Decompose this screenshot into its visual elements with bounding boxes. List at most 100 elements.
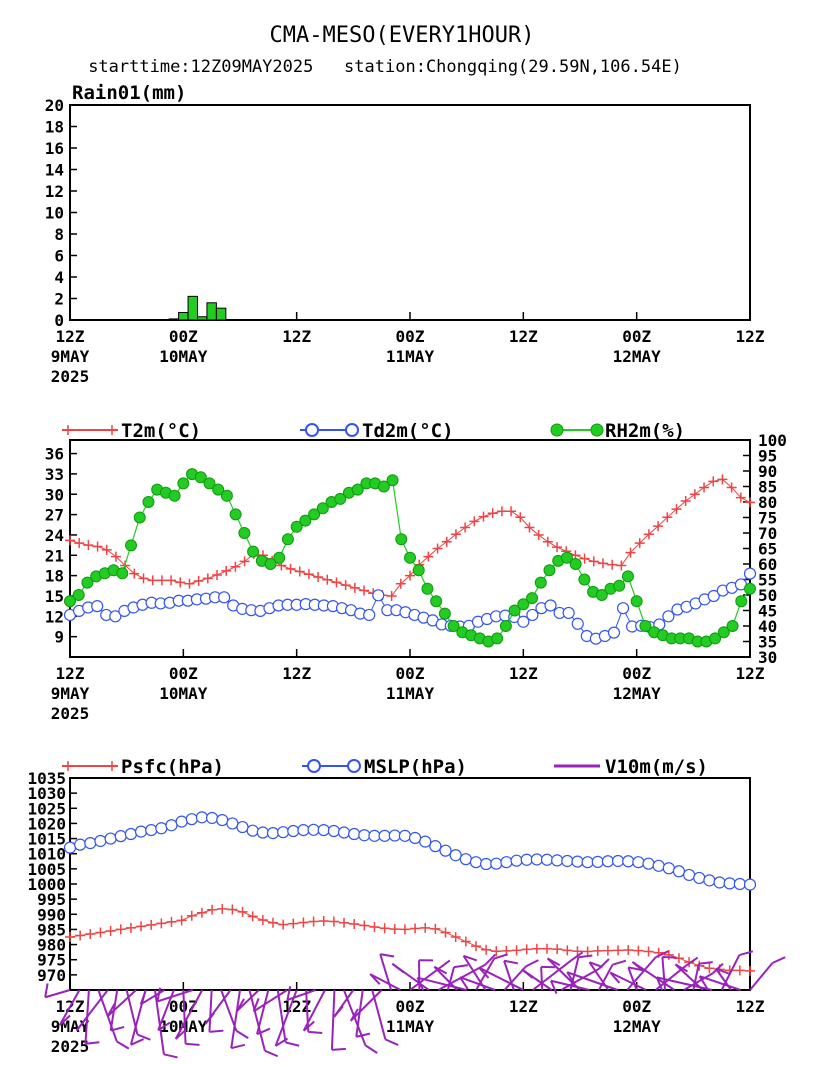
mslp-point (703, 874, 716, 887)
rain-ytick-label: 14 (45, 161, 64, 180)
t2m-point (450, 529, 461, 540)
temp-xtick-year: 2025 (51, 704, 90, 723)
temp-ytick-label: 27 (45, 506, 64, 525)
td2m-legend-label: Td2m(°C) (362, 420, 454, 442)
psfc-point (602, 945, 613, 956)
rh2m-point (595, 589, 608, 601)
rain-xtick-date: 9MAY (51, 347, 90, 366)
wind-barb-flag (674, 963, 688, 973)
psfc-point (65, 932, 75, 942)
rh-ytick-label: 75 (758, 509, 777, 528)
temp-xtick-label: 12Z (282, 664, 311, 683)
t2m-point (92, 541, 103, 552)
t2m-point (221, 565, 232, 576)
wind-barb-flag (589, 961, 603, 969)
wind-barb-staff (274, 989, 298, 1047)
wind-barb-staff (276, 989, 287, 1043)
t2m-point (184, 578, 195, 589)
wind-barb-flag (698, 961, 713, 965)
wind-barb-flag (286, 986, 292, 1001)
t2m-point (285, 563, 296, 574)
psfc-legend-marker (63, 761, 73, 771)
temp-ytick-label: 21 (45, 546, 64, 565)
mslp-point (337, 826, 351, 839)
rh2m-point (709, 632, 722, 645)
rain-ytick-label: 10 (45, 204, 64, 223)
rh2m-point (569, 558, 582, 570)
wind-barb-flag (185, 1042, 200, 1046)
wind-barb-flag (478, 967, 490, 979)
rain-xtick-label: 00Z (396, 327, 425, 346)
psfc-point (643, 946, 654, 957)
t2m-point (331, 577, 342, 588)
mslp-point (540, 853, 554, 866)
psfc-point (349, 918, 360, 929)
t2m-point (74, 538, 85, 549)
mslp-point (134, 825, 148, 838)
wind-barb-flag (612, 959, 627, 966)
mslp-point (601, 855, 615, 868)
t2m-point (432, 543, 443, 554)
psfc-point (85, 928, 96, 939)
wind-barb-flag (110, 1025, 125, 1032)
wind-barb-flag (236, 998, 245, 1012)
rh-ytick-label: 85 (758, 478, 777, 497)
mslp-point (205, 811, 219, 825)
rh2m-point (351, 483, 364, 496)
rain-xtick-label: 12Z (736, 327, 765, 346)
psfc-point (359, 920, 370, 931)
mslp-point (327, 824, 340, 838)
wind-barb-staff (683, 972, 714, 991)
mslp-point (520, 853, 533, 866)
rain-xtick-label: 00Z (169, 327, 198, 346)
psfc-point (592, 945, 603, 956)
pressure-ytick-label: 1000 (27, 875, 66, 894)
pressure-ytick-label: 975 (37, 951, 66, 970)
wind-barb-staff (609, 971, 647, 991)
temp-ytick-label: 36 (45, 445, 64, 464)
rh2m-point (194, 471, 207, 484)
rh2m-point (168, 489, 181, 502)
pressure-ytick-label: 1035 (27, 769, 66, 788)
psfc-point (278, 919, 289, 930)
t2m-point (202, 573, 213, 584)
rain-ytick-label: 6 (54, 247, 64, 266)
td2m-point (218, 591, 231, 604)
mslp-point (672, 865, 686, 878)
mslp-point (368, 829, 381, 842)
wind-barb-flag (484, 953, 496, 966)
wind-barb-flag (437, 959, 451, 970)
wind-barb-staff (230, 989, 241, 1049)
rh2m-point (726, 620, 739, 632)
rh2m-point (404, 551, 416, 564)
psfc-point (450, 932, 461, 942)
wind-barb-staff (566, 971, 619, 991)
wind-barb-flag (85, 1041, 100, 1045)
mslp-point (611, 854, 625, 868)
rh2m-point (639, 620, 652, 632)
rh-ytick-label: 95 (758, 447, 777, 466)
rh2m-point (81, 576, 94, 589)
temp-xtick-label: 12Z (56, 664, 85, 683)
wind-barb-flag (698, 975, 708, 989)
psfc-point (582, 946, 593, 957)
psfc-point (704, 963, 715, 974)
psfc-point (562, 945, 573, 956)
psfc-point (410, 923, 421, 934)
t2m-point (680, 496, 691, 507)
psfc-point (542, 943, 553, 954)
rh2m-point (247, 545, 260, 558)
wind-barb-staff (287, 989, 316, 1001)
t2m-point (166, 575, 177, 586)
td2m-legend-marker (305, 423, 319, 437)
temp-xtick-label: 00Z (622, 664, 651, 683)
mslp-point (490, 857, 503, 870)
t2m-point (726, 482, 737, 493)
psfc-point (531, 943, 542, 954)
wind-barb-staff (302, 989, 326, 1032)
rh2m-point (273, 551, 286, 564)
rh2m-point (395, 533, 408, 546)
mslp-point (480, 857, 493, 871)
rain-ytick-label: 16 (45, 139, 64, 158)
